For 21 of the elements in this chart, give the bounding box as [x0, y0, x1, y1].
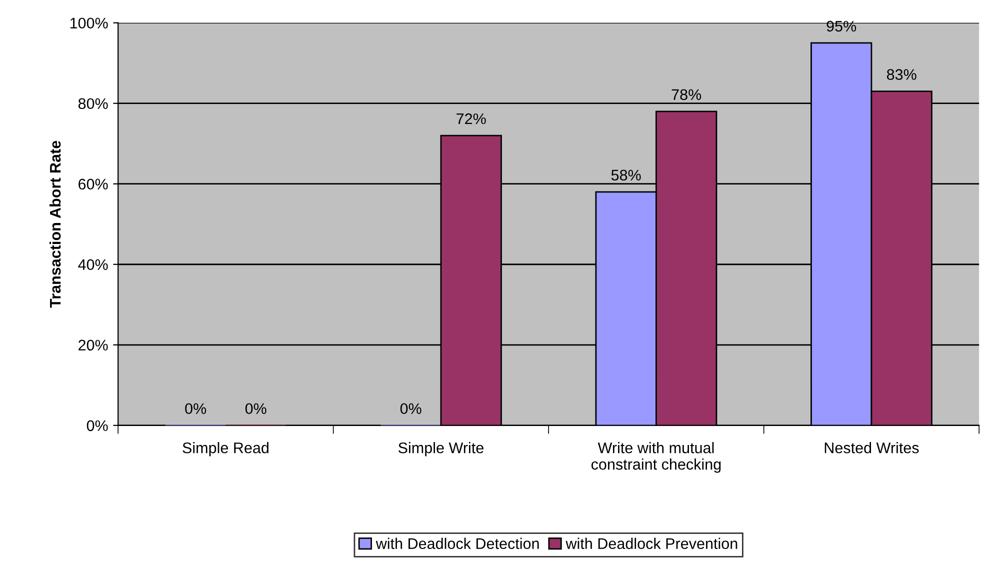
x-tick-label: Simple Write	[398, 442, 484, 456]
y-tick-label: 80%	[78, 98, 108, 110]
data-label: 0%	[400, 403, 422, 414]
data-label: 0%	[185, 403, 206, 414]
data-label: 72%	[456, 113, 486, 124]
y-tick-label: 60%	[78, 178, 108, 190]
y-tick-label: 20%	[78, 340, 108, 351]
y-axis-title: Transaction Abort Rate	[49, 140, 61, 308]
data-label: 95%	[826, 20, 856, 32]
x-tick-label: Write with mutual constraint checking	[591, 442, 721, 473]
y-tick-label: 40%	[78, 259, 108, 270]
data-label: 0%	[245, 403, 266, 414]
data-label: 78%	[672, 89, 702, 100]
x-tick-label: Simple Read	[182, 442, 268, 456]
y-tick-label: 0%	[86, 420, 108, 432]
legend-label: with Deadlock Detection	[376, 538, 539, 550]
y-tick-label: 100%	[70, 18, 108, 29]
data-label: 58%	[611, 170, 641, 181]
x-tick-label: Nested Writes	[824, 442, 919, 454]
legend-label: with Deadlock Prevention	[566, 538, 738, 550]
data-label: 83%	[886, 69, 916, 80]
